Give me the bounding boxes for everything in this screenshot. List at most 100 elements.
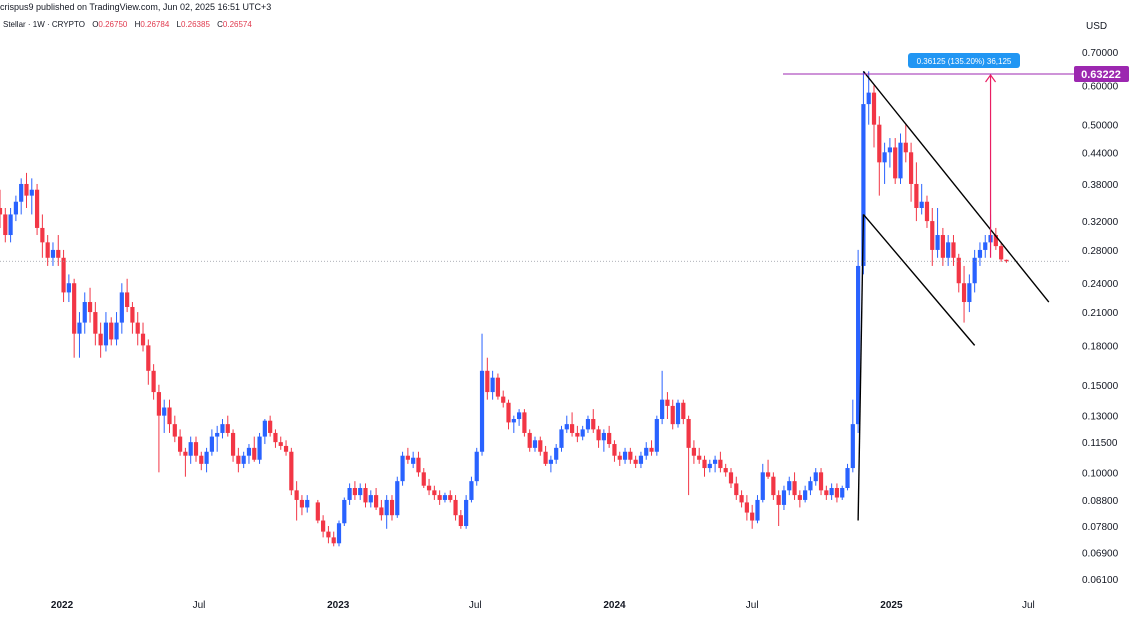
- candle-body: [850, 424, 855, 469]
- candle-body: [665, 399, 670, 406]
- candle-body: [813, 472, 818, 482]
- candle: [130, 302, 135, 334]
- candle: [771, 472, 776, 500]
- candle-body: [538, 440, 543, 452]
- candle: [591, 409, 596, 433]
- candle-body: [649, 447, 654, 452]
- candle-body: [765, 472, 771, 477]
- candle: [24, 172, 29, 208]
- candle-body: [993, 235, 998, 247]
- pattern-trendline[interactable]: [857, 214, 865, 521]
- candle-body: [617, 455, 622, 460]
- candle: [532, 436, 538, 452]
- candle: [246, 444, 252, 464]
- candle: [946, 235, 951, 266]
- candle: [818, 468, 824, 496]
- price-tick-label: 0.21000: [1082, 308, 1119, 319]
- candle: [342, 497, 347, 527]
- candle-body: [82, 302, 87, 323]
- low-value: 0.26385: [180, 20, 210, 29]
- candle: [29, 178, 34, 215]
- candle-body: [135, 322, 140, 334]
- candle: [935, 207, 940, 258]
- candle: [77, 312, 82, 358]
- candle-body: [34, 189, 40, 228]
- candle-body: [681, 402, 686, 420]
- candle: [257, 432, 262, 464]
- candle: [930, 207, 935, 266]
- candle-body: [204, 451, 209, 464]
- candle: [352, 481, 358, 500]
- candle-body: [840, 488, 845, 498]
- candle-body: [8, 214, 13, 236]
- candle-body: [750, 512, 755, 521]
- candle: [675, 399, 681, 428]
- time-axis[interactable]: 2022 Jul 2023 Jul 2024 Jul 2025 Jul: [51, 600, 1035, 611]
- candle: [193, 436, 199, 462]
- candle: [146, 339, 151, 385]
- candle: [665, 392, 670, 420]
- price-tick-label: 0.32000: [1082, 217, 1119, 228]
- low-label: L: [176, 20, 181, 29]
- pattern-trendline[interactable]: [862, 213, 976, 346]
- candle: [940, 227, 945, 266]
- candle: [167, 399, 172, 433]
- candle: [437, 490, 442, 505]
- candle: [331, 531, 336, 547]
- candle-body: [638, 455, 644, 464]
- price-tick-label: 0.18000: [1082, 341, 1119, 352]
- candle: [522, 409, 527, 437]
- candle-body: [453, 499, 458, 516]
- candle-body: [426, 485, 432, 491]
- candle: [882, 142, 887, 184]
- candle: [236, 447, 241, 473]
- candle-body: [591, 419, 596, 430]
- candle: [961, 265, 967, 323]
- time-tick-label: 2023: [327, 600, 350, 611]
- candle-body: [575, 432, 580, 437]
- candle-body: [908, 152, 914, 184]
- candle-body: [935, 235, 940, 250]
- candle: [654, 415, 659, 456]
- candle: [289, 447, 294, 496]
- pattern-trendline[interactable]: [862, 70, 1050, 303]
- candle-body: [24, 183, 29, 196]
- candle: [162, 399, 167, 433]
- candle-body: [0, 207, 3, 215]
- high-value: 0.26784: [140, 20, 170, 29]
- candle-body: [951, 242, 956, 258]
- open-label: O: [92, 20, 99, 29]
- price-axis[interactable]: USD 0.70000 0.60000 0.50000 0.44000 0.38000 0.…: [1082, 21, 1119, 586]
- candle: [517, 409, 522, 426]
- candle-body: [691, 447, 697, 456]
- candle-body: [644, 447, 649, 456]
- candle: [776, 490, 781, 527]
- candle: [321, 515, 326, 538]
- candle: [199, 451, 204, 471]
- candle-body: [342, 499, 347, 524]
- time-tick-label: 2025: [880, 600, 903, 611]
- candle: [977, 242, 983, 266]
- candle: [712, 455, 718, 473]
- candle-body: [45, 242, 50, 258]
- candle-body: [792, 481, 797, 496]
- candle: [411, 451, 416, 469]
- candle-body: [633, 459, 638, 464]
- candle-body: [352, 488, 358, 496]
- candle: [87, 287, 93, 323]
- candle: [660, 370, 665, 425]
- candle-body: [130, 306, 135, 323]
- candle-body: [72, 283, 77, 334]
- candle: [299, 495, 305, 516]
- candle: [336, 520, 342, 547]
- candle: [993, 227, 998, 250]
- candle: [919, 183, 924, 215]
- candle-body: [262, 420, 267, 437]
- drawing-overlay: 0.63222 0.36125 (135.20%) 36,125: [0, 53, 1129, 521]
- candles-series: [0, 71, 1009, 547]
- candle: [924, 195, 930, 228]
- candle: [893, 138, 898, 184]
- candle: [559, 425, 564, 452]
- candle-body: [543, 451, 548, 464]
